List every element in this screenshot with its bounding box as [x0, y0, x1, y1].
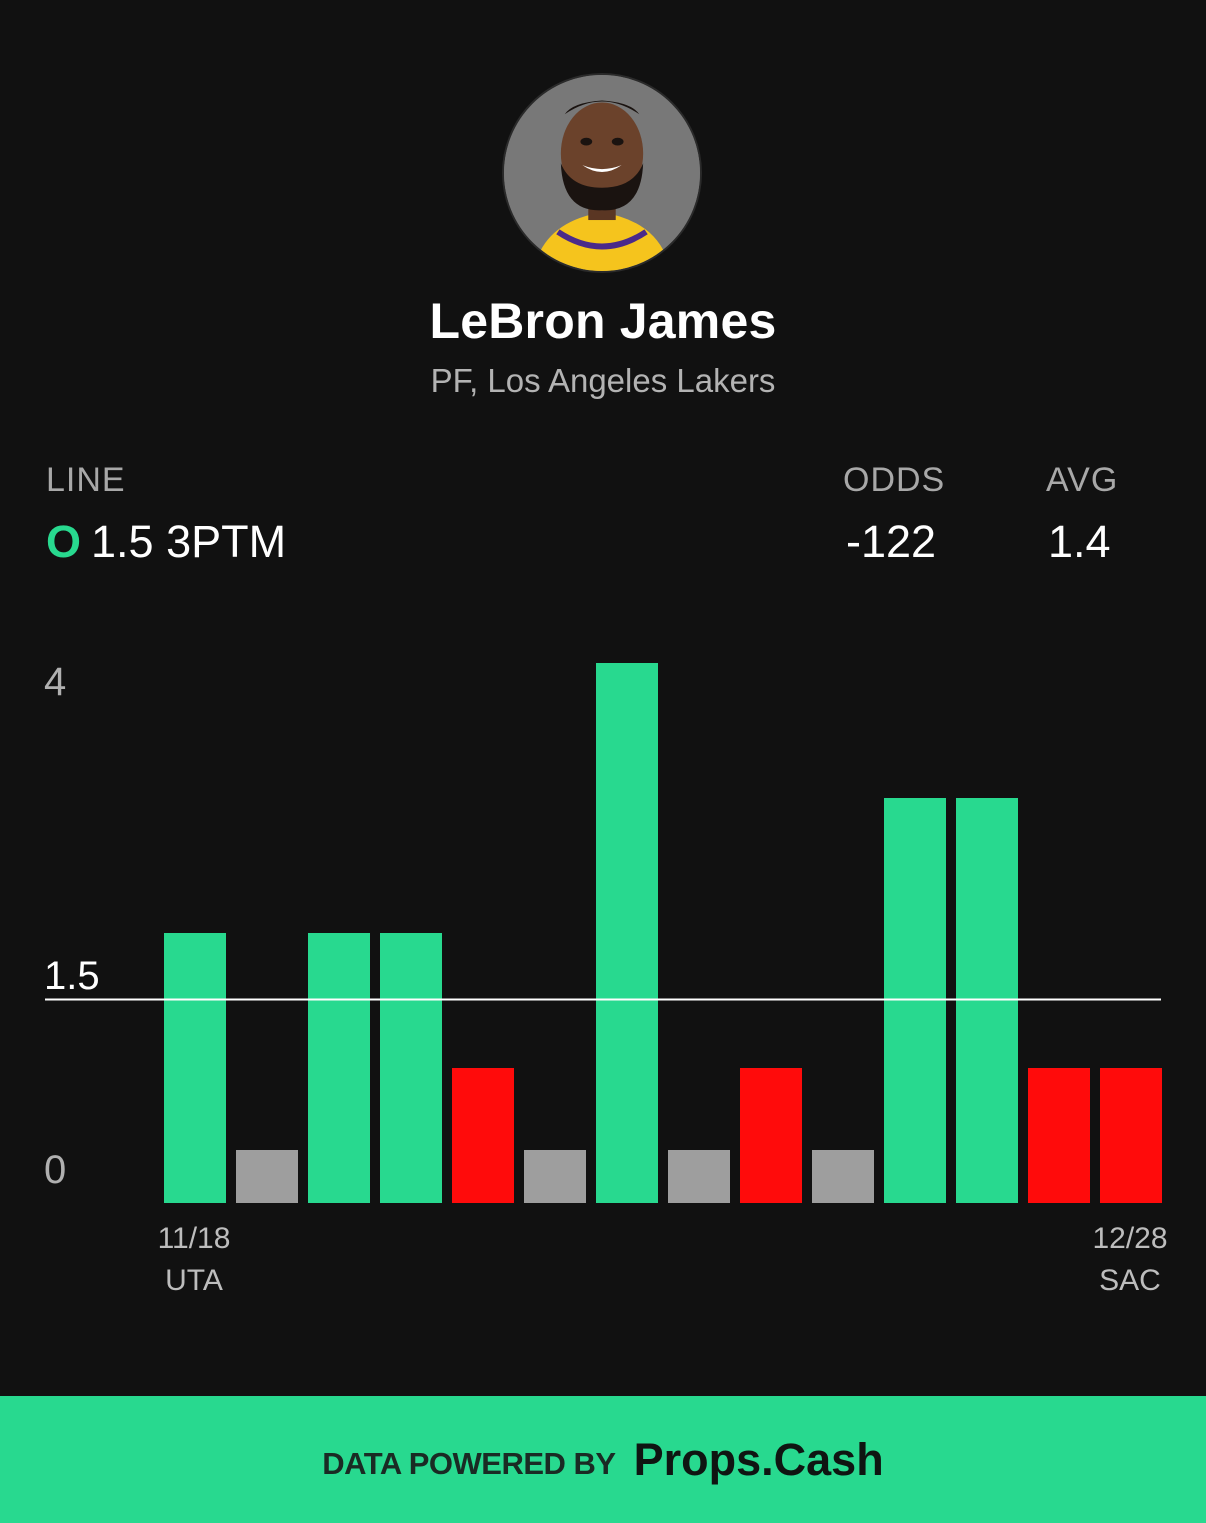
bar-11 [884, 798, 946, 1203]
x-label-last: 12/28 SAC [1070, 1218, 1190, 1302]
bar-3 [308, 933, 370, 1203]
footer-brand[interactable]: Props.Cash [633, 1433, 884, 1485]
player-photo [504, 75, 700, 271]
bar-10 [812, 1150, 874, 1203]
line-text: 1.5 3PTM [91, 516, 287, 567]
bar-1 [164, 933, 226, 1203]
footer-banner[interactable]: DATA POWERED BY Props.Cash [0, 1396, 1206, 1523]
x-label-first-opp: UTA [165, 1264, 223, 1297]
odds-value: -122 [846, 516, 937, 567]
bar-8 [668, 1150, 730, 1203]
x-label-first-date: 11/18 [157, 1222, 231, 1255]
x-label-last-opp: SAC [1099, 1264, 1161, 1297]
x-label-last-date: 12/28 [1092, 1222, 1168, 1255]
bar-9 [740, 1068, 802, 1203]
bar-7 [596, 663, 658, 1203]
odds-header: ODDS [843, 461, 946, 499]
y-tick-max: 4 [44, 660, 67, 704]
over-indicator: O [46, 516, 82, 567]
bar-5 [452, 1068, 514, 1203]
line-label: 1.5 [44, 954, 100, 998]
bar-13 [1028, 1068, 1090, 1203]
avg-value: 1.4 [1048, 516, 1111, 567]
avg-header: AVG [1046, 461, 1119, 499]
line-value: O 1.5 3PTM [46, 516, 286, 568]
bar-2 [236, 1150, 298, 1203]
x-label-first: 11/18 UTA [134, 1218, 254, 1302]
line-header: LINE [46, 461, 126, 499]
bar-14 [1100, 1068, 1162, 1203]
player-avatar [502, 73, 702, 273]
bar-12 [956, 798, 1018, 1203]
bar-4 [380, 933, 442, 1203]
player-subtitle: PF, Los Angeles Lakers [430, 362, 776, 399]
footer-prefix: DATA POWERED BY [322, 1445, 616, 1481]
player-name: LeBron James [429, 293, 777, 349]
y-tick-min: 0 [44, 1148, 67, 1192]
bar-6 [524, 1150, 586, 1203]
